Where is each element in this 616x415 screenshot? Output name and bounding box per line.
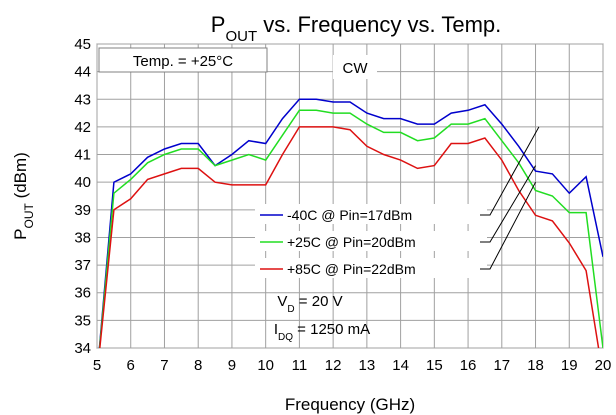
x-axis-label: Frequency (GHz) [285,395,415,414]
y-tick-label: 36 [74,285,91,302]
y-tick-label: 43 [74,91,91,108]
annotation-part: V [277,293,287,310]
annotation-part: CW [343,60,369,77]
legend-leader [480,181,536,270]
x-tick-label: 8 [194,357,202,374]
y-axis-label-part: (dBm) [11,152,30,203]
x-axis-label-part: Frequency (GHz) [285,395,415,414]
y-tick-label: 42 [74,119,91,136]
x-tick-label: 18 [527,357,544,374]
x-tick-label: 12 [325,357,342,374]
chart-title-part: vs. Frequency vs. Temp. [257,12,501,37]
overlay: -40C @ Pin=17dBm +25C @ Pin=20dBm +85C @ P… [98,47,540,343]
y-tick-label: 37 [74,257,91,274]
y-tick-label: 41 [74,147,91,164]
x-tick-label: 16 [460,357,477,374]
y-tick-label: 38 [74,229,91,246]
legend-bg [255,231,487,251]
legend-leader [480,126,540,216]
annotation-part: = 20 V [295,293,343,310]
y-tick-label: 35 [74,312,91,329]
chart-title-part: P [211,12,226,37]
annotation-part: = 1250 mA [293,321,370,338]
x-tick-label: 5 [93,357,101,374]
legend-label: -40C @ Pin=17dBm [287,207,412,223]
x-tick-label: 15 [426,357,443,374]
x-tick-label: 7 [160,357,168,374]
legend-bg [255,204,487,224]
legend-label: +85C @ Pin=22dBm [287,261,416,277]
x-tick-label: 11 [292,357,308,374]
x-tick-label: 10 [257,357,274,374]
annotation-box [333,55,377,79]
y-tick-label: 34 [74,340,91,357]
x-tick-label: 20 [595,357,612,374]
plot-area [96,43,604,349]
x-tick-label: 19 [561,357,578,374]
y-tick-label: 45 [74,36,91,53]
annotation-part: D [287,304,294,315]
series-line [99,126,600,348]
series-line [98,98,603,348]
legend-bg [255,258,487,278]
legend-leader [480,165,536,243]
x-tick-label: 9 [228,357,236,374]
annotation: VD = 20 V [277,293,342,315]
y-tick-label: 39 [74,202,91,219]
y-tick-label: 44 [74,64,91,81]
annotation: Temp. = +25°C [133,53,233,70]
chart-title: POUT vs. Frequency vs. Temp. [211,12,502,45]
annotation-part: DQ [278,332,293,343]
chart-title-part: OUT [225,28,257,45]
annotation-box [98,47,268,73]
legend-label: +25C @ Pin=20dBm [287,234,416,250]
annotation: IDQ = 1250 mA [274,321,370,343]
annotation-part: Temp. = +25°C [133,53,233,70]
y-tick-label: 40 [74,174,91,191]
annotation-part: I [274,321,278,338]
x-tick-label: 6 [127,357,135,374]
x-tick-label: 14 [392,357,409,374]
y-axis-label: POUT (dBm) [11,152,36,240]
x-tick-label: 17 [493,357,510,374]
x-tick-label: 13 [359,357,376,374]
y-axis-label-part: OUT [22,203,36,229]
y-axis-label-part: P [11,229,30,240]
annotation: CW [343,60,369,77]
